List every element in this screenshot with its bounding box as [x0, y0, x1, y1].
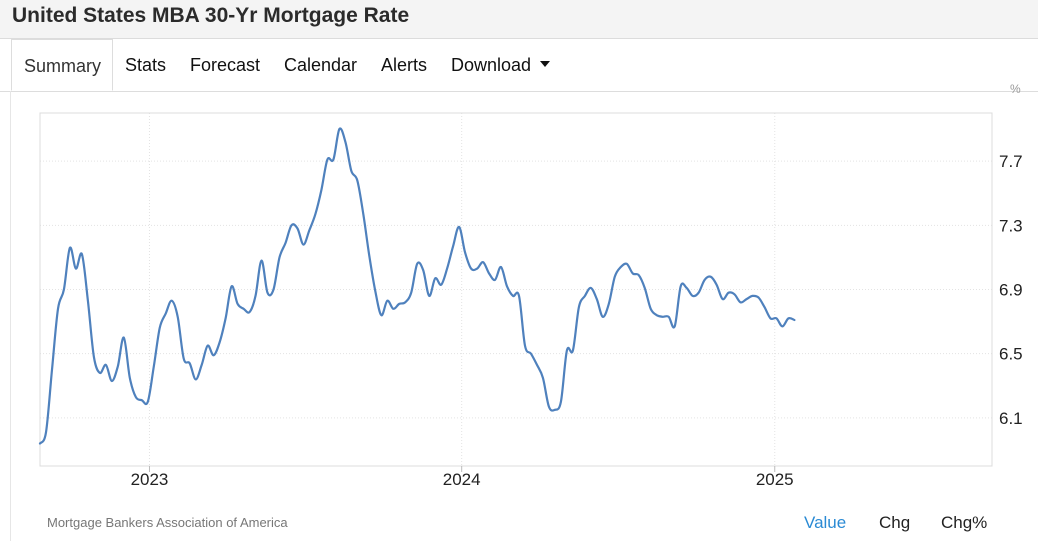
- y-tick-label: 7.3: [999, 216, 1023, 235]
- change-percent-mode-button[interactable]: Chg%: [941, 513, 988, 532]
- page-title: United States MBA 30-Yr Mortgage Rate: [12, 4, 410, 27]
- tab-calendar-label: Calendar: [284, 55, 358, 75]
- source-label: Mortgage Bankers Association of America: [47, 515, 288, 530]
- tab-alerts[interactable]: Alerts: [381, 39, 427, 91]
- tab-bar: Summary Stats Forecast Calendar Alerts D…: [0, 39, 1038, 92]
- y-unit-label: %: [1010, 82, 1021, 96]
- tab-forecast-label: Forecast: [190, 55, 261, 75]
- y-tick-label: 6.9: [999, 281, 1023, 300]
- series-line: [38, 127, 796, 445]
- tab-stats-label: Stats: [125, 55, 167, 75]
- tab-download[interactable]: Download: [451, 39, 551, 91]
- value-mode-button[interactable]: Value: [804, 513, 847, 532]
- tab-calendar[interactable]: Calendar: [284, 39, 357, 91]
- x-tick-label: 2023: [131, 470, 169, 489]
- y-tick-label: 6.5: [999, 345, 1023, 364]
- x-tick-label: 2025: [756, 470, 794, 489]
- y-tick-label: 6.1: [999, 409, 1023, 428]
- tab-stats[interactable]: Stats: [125, 39, 166, 91]
- content-border: [10, 91, 11, 541]
- y-tick-label: 7.7: [999, 152, 1023, 171]
- plot-area: [39, 112, 993, 467]
- tab-forecast[interactable]: Forecast: [190, 39, 260, 91]
- x-tick-label: 2024: [443, 470, 481, 489]
- tab-summary-label: Summary: [24, 56, 102, 76]
- change-mode-button[interactable]: Chg: [879, 513, 911, 532]
- y-axis: 6.1 6.5 6.9 7.3 7.7: [999, 152, 1023, 428]
- tab-summary[interactable]: Summary: [11, 39, 113, 91]
- chevron-down-icon: [540, 61, 551, 68]
- page-header: United States MBA 30-Yr Mortgage Rate: [0, 0, 1038, 39]
- tab-download-label: Download: [451, 55, 532, 75]
- tab-alerts-label: Alerts: [381, 55, 428, 75]
- chart-grid: [40, 113, 992, 466]
- x-axis: 2023 2024 2025: [131, 466, 794, 489]
